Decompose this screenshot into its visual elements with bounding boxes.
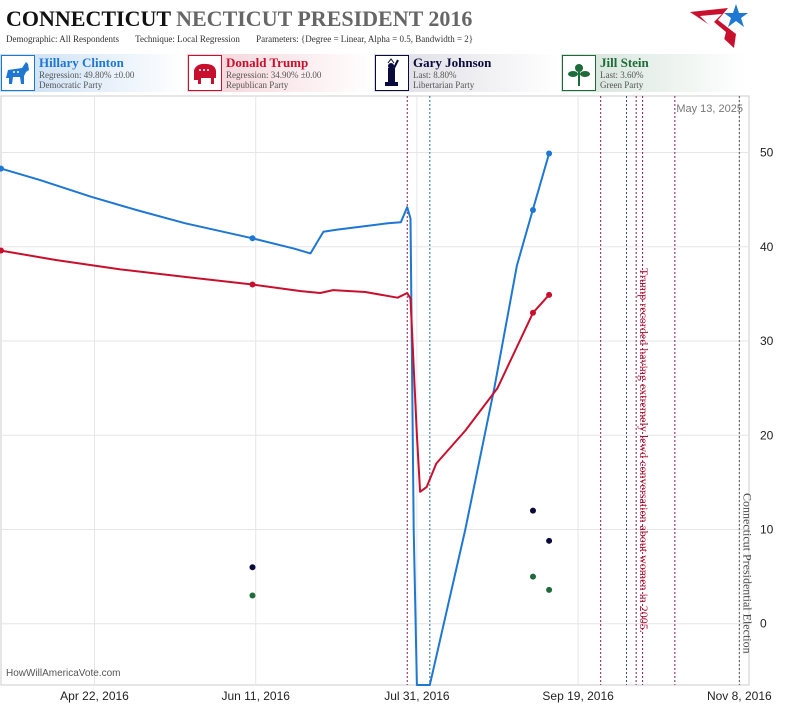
flag-logo-icon xyxy=(690,4,748,48)
legend-regression: Last: 8.80% xyxy=(413,70,457,80)
y-tick-label: 10 xyxy=(760,523,774,537)
x-tick-label: Jul 31, 2016 xyxy=(384,689,450,703)
technique-text: Technique: Local Regression xyxy=(135,34,240,44)
plot-area xyxy=(0,95,750,686)
legend-name: Gary Johnson xyxy=(413,55,492,70)
x-tick-label: Nov 8, 2016 xyxy=(707,689,772,703)
data-point xyxy=(529,309,536,316)
data-point xyxy=(0,165,4,172)
legend-regression: Last: 3.60% xyxy=(600,70,644,80)
meta-line: Demographic: All Respondents Technique: … xyxy=(6,34,487,44)
legend-item-trump: Donald Trump Regression: 34.90% ±0.00 Re… xyxy=(187,54,374,92)
parameters-text: Parameters: {Degree = Linear, Alpha = 0.… xyxy=(256,34,474,44)
x-tick-label: Apr 22, 2016 xyxy=(60,689,129,703)
elephant-icon xyxy=(188,55,222,91)
data-point xyxy=(249,281,256,288)
data-point xyxy=(249,564,256,571)
flower-icon xyxy=(562,55,596,91)
y-tick-label: 0 xyxy=(760,617,767,631)
legend-item-johnson: Gary Johnson Last: 8.80% Libertarian Par… xyxy=(374,54,561,92)
x-tick-label: Sep 19, 2016 xyxy=(542,689,614,703)
legend-regression: Regression: 49.80% ±0.00 xyxy=(39,70,135,80)
title-rest: NECTICUT PRESIDENT 2016 xyxy=(176,6,473,31)
donkey-icon xyxy=(1,55,35,91)
legend-name: Donald Trump xyxy=(226,55,309,70)
liberty-statue-icon xyxy=(375,55,409,91)
data-point xyxy=(0,247,4,254)
y-tick-label: 40 xyxy=(760,240,774,254)
legend-party: Libertarian Party xyxy=(413,80,475,90)
data-point xyxy=(529,507,536,514)
page-title: CONNECTICUT NECTICUT PRESIDENT 2016 xyxy=(6,6,472,32)
watermark: HowWillAmericaVote.com xyxy=(6,668,121,679)
candidate-legend: Hillary Clinton Regression: 49.80% ±0.00… xyxy=(0,54,749,94)
data-point xyxy=(546,537,553,544)
demographic-text: Demographic: All Respondents xyxy=(6,34,119,44)
chart: Apr 22, 2016 Jun 11, 2016 Jul 31, 2016 Sep … xyxy=(0,95,774,703)
y-tick-label: 50 xyxy=(760,146,774,160)
x-tick-label: Jun 11, 2016 xyxy=(221,689,290,703)
data-point xyxy=(529,573,536,580)
title-state: CONNECTICUT xyxy=(6,6,171,31)
legend-party: Republican Party xyxy=(226,80,289,90)
series-line xyxy=(0,153,551,686)
data-point xyxy=(529,207,536,214)
data-point xyxy=(249,235,256,242)
y-tick-label: 30 xyxy=(760,334,774,348)
y-tick-label: 20 xyxy=(760,428,774,442)
legend-party: Green Party xyxy=(600,80,644,90)
legend-name: Jill Stein xyxy=(600,55,649,70)
data-point xyxy=(249,592,256,599)
legend-item-clinton: Hillary Clinton Regression: 49.80% ±0.00… xyxy=(0,54,187,92)
header: CONNECTICUT NECTICUT PRESIDENT 2016 Demo… xyxy=(0,0,789,52)
annotation-text: Trump recorded having extremely lewd con… xyxy=(637,268,651,633)
legend-name: Hillary Clinton xyxy=(39,55,124,70)
series-line xyxy=(0,249,550,493)
chart-date-label: May 13, 2025 xyxy=(676,103,743,115)
data-point xyxy=(546,586,553,593)
legend-item-stein: Jill Stein Last: 3.60% Green Party xyxy=(561,54,748,92)
data-point xyxy=(546,150,553,157)
annotation-text: Connecticut Presidential Election xyxy=(740,493,754,654)
data-point xyxy=(546,291,553,298)
legend-regression: Regression: 34.90% ±0.00 xyxy=(226,70,322,80)
legend-party: Democratic Party xyxy=(39,80,103,90)
